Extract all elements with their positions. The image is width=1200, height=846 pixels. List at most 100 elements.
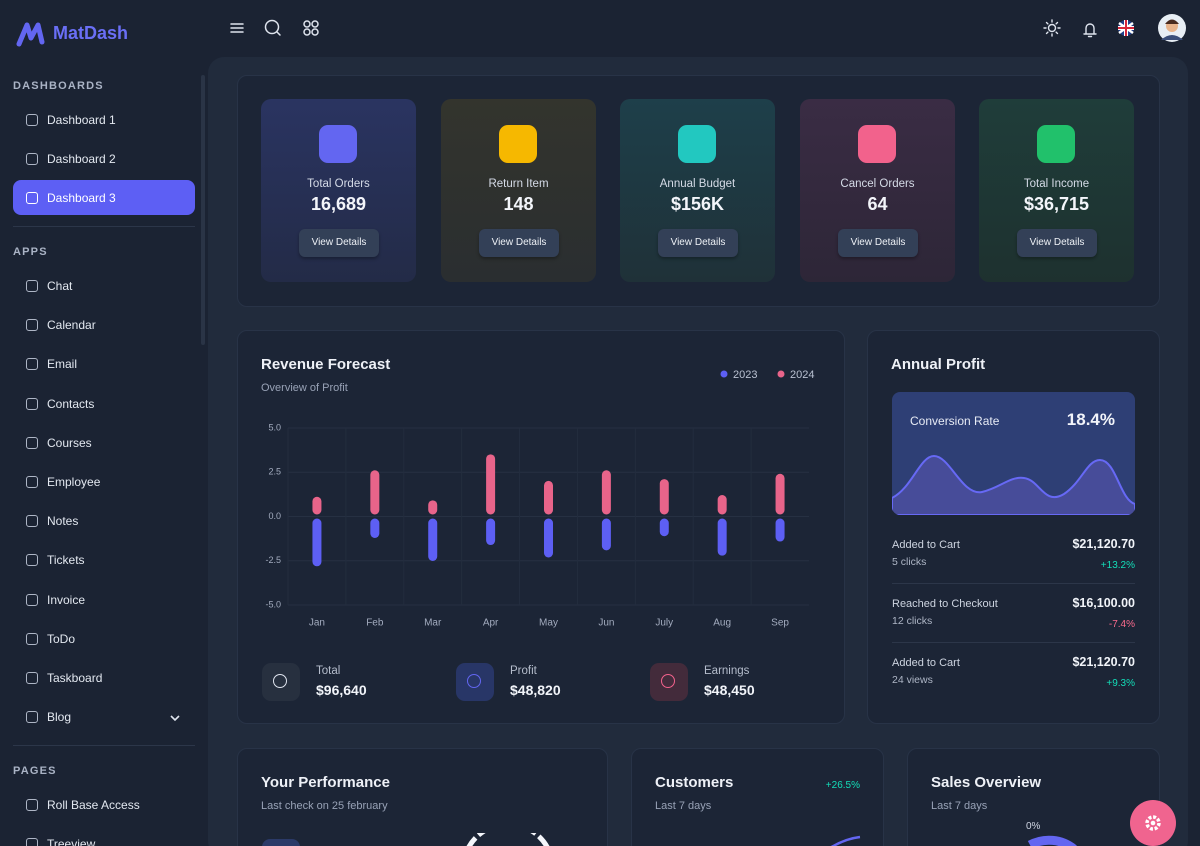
row-divider bbox=[892, 583, 1135, 584]
nav-item[interactable]: Email bbox=[47, 357, 78, 372]
view-details-button[interactable]: View Details bbox=[299, 229, 379, 257]
nav-item[interactable]: Blog bbox=[47, 710, 72, 725]
bar bbox=[544, 480, 553, 515]
customers-card: Customers Last 7 days +26.5% bbox=[631, 748, 884, 846]
stat-icon bbox=[319, 125, 357, 163]
stat-icon bbox=[858, 125, 896, 163]
revenue-chart: -5.0 -2.5 0.0 2.5 5.0 Jan Feb Mar Apr May Jun July A… bbox=[265, 369, 814, 629]
conversion-wave bbox=[892, 454, 1135, 515]
divider bbox=[13, 745, 195, 746]
logo-mark bbox=[16, 22, 45, 47]
bar bbox=[717, 518, 727, 556]
nav-item[interactable]: Courses bbox=[47, 435, 92, 450]
card-title: Revenue Forecast bbox=[261, 356, 391, 373]
summary-icon-glyph bbox=[467, 674, 481, 688]
gauge bbox=[1027, 835, 1077, 846]
row-amount: $21,120.70 bbox=[1072, 537, 1135, 551]
header-right-icons[interactable] bbox=[1040, 14, 1190, 44]
bar bbox=[659, 479, 669, 515]
bar bbox=[428, 500, 438, 515]
change: +26.5% bbox=[825, 780, 860, 791]
card-subtitle: Last 7 days bbox=[655, 800, 712, 812]
bar bbox=[775, 518, 785, 542]
stat-icon bbox=[499, 125, 537, 163]
stat-card: Return Item 148 View Details bbox=[441, 99, 596, 282]
nav-item[interactable]: Taskboard bbox=[47, 671, 103, 685]
nav-icon bbox=[26, 280, 38, 292]
row-amount: $21,120.70 bbox=[1072, 655, 1135, 669]
view-details-button[interactable]: View Details bbox=[658, 229, 738, 257]
nav-icon bbox=[26, 593, 38, 606]
summary-icon-glyph bbox=[661, 674, 675, 688]
view-details-button[interactable]: View Details bbox=[838, 229, 918, 257]
summary-icon-glyph bbox=[273, 674, 287, 688]
card-title: Customers bbox=[655, 774, 734, 791]
legend-marker bbox=[720, 370, 728, 378]
row-detail: 12 clicks bbox=[892, 615, 933, 627]
nav-item[interactable]: Treeview bbox=[47, 837, 96, 846]
settings-button[interactable] bbox=[1130, 800, 1176, 846]
nav-item[interactable]: Notes bbox=[47, 514, 79, 529]
header-left-icons[interactable] bbox=[228, 18, 328, 40]
gauge-label: 0% bbox=[1026, 821, 1041, 832]
y-tick-label: -5.0 bbox=[265, 599, 281, 609]
section-title: PAGES bbox=[13, 765, 57, 777]
view-details-button[interactable]: View Details bbox=[1017, 229, 1097, 257]
summary-label: Profit bbox=[510, 665, 537, 677]
icon-box bbox=[262, 839, 300, 846]
x-tick-label: Jan bbox=[309, 618, 325, 629]
nav-icon bbox=[26, 436, 38, 449]
x-tick-label: Sep bbox=[771, 618, 789, 629]
rate-value: 18.4% bbox=[1066, 410, 1115, 429]
card-title: Annual Profit bbox=[891, 356, 986, 373]
y-tick-label: 0.0 bbox=[268, 511, 281, 521]
nav-item[interactable]: Contacts bbox=[47, 396, 95, 411]
nav-icon bbox=[26, 397, 38, 410]
nav-item[interactable]: Roll Base Access bbox=[47, 798, 140, 812]
row-label: Added to Cart bbox=[892, 539, 960, 551]
card-title: Sales Overview bbox=[931, 774, 1042, 791]
nav-item[interactable]: Employee bbox=[47, 475, 101, 489]
nav-item[interactable]: Calendar bbox=[47, 318, 96, 333]
nav-icon bbox=[26, 358, 38, 371]
chevron[interactable] bbox=[169, 712, 181, 724]
revenue-forecast-card: Revenue Forecast Overview of Profit -5.0… bbox=[237, 330, 845, 724]
card-subtitle: Last check on 25 february bbox=[261, 800, 388, 812]
nav-item[interactable]: ToDo bbox=[47, 631, 76, 646]
nav-item[interactable]: Tickets bbox=[47, 553, 85, 568]
stat-label: Return Item bbox=[488, 178, 549, 190]
stat-value: $156K bbox=[670, 194, 725, 214]
y-tick-label: 2.5 bbox=[268, 467, 281, 477]
bar bbox=[370, 518, 380, 538]
nav-item[interactable]: Invoice bbox=[47, 592, 86, 607]
stat-value: 16,689 bbox=[310, 194, 367, 214]
legend-label: 2023 bbox=[733, 369, 757, 381]
nav-item[interactable]: Dashboard 3 bbox=[47, 191, 116, 205]
row-divider bbox=[892, 642, 1135, 643]
y-tick-label: 5.0 bbox=[268, 422, 281, 432]
nav-icon bbox=[26, 319, 38, 332]
performance-card: Your Performance Last check on 25 februa… bbox=[237, 748, 608, 846]
active-item-bg[interactable] bbox=[13, 180, 195, 215]
legend-label: 2024 bbox=[790, 369, 814, 381]
stat-value: 64 bbox=[867, 194, 888, 214]
nav-item[interactable]: Chat bbox=[47, 279, 73, 293]
nav-item[interactable]: Dashboard 2 bbox=[47, 152, 116, 166]
annual-profit-card: Annual Profit Conversion Rate 18.4% Adde… bbox=[867, 330, 1160, 724]
row-change: +13.2% bbox=[1100, 560, 1135, 571]
brand: MatDash bbox=[53, 23, 129, 43]
nav-icon bbox=[26, 632, 38, 645]
bar bbox=[544, 518, 553, 558]
nav-icon bbox=[26, 672, 38, 684]
nav-item[interactable]: Dashboard 1 bbox=[47, 113, 116, 127]
bar bbox=[486, 454, 496, 515]
view-details-button[interactable]: View Details bbox=[479, 229, 559, 257]
divider bbox=[13, 226, 195, 227]
summary-label: Earnings bbox=[704, 665, 750, 677]
summary-label: Total bbox=[316, 665, 341, 677]
row-amount: $16,100.00 bbox=[1072, 596, 1135, 610]
bar bbox=[312, 496, 322, 515]
stat-label: Annual Budget bbox=[659, 178, 736, 190]
row-label: Added to Cart bbox=[892, 657, 960, 669]
bar bbox=[370, 470, 380, 515]
